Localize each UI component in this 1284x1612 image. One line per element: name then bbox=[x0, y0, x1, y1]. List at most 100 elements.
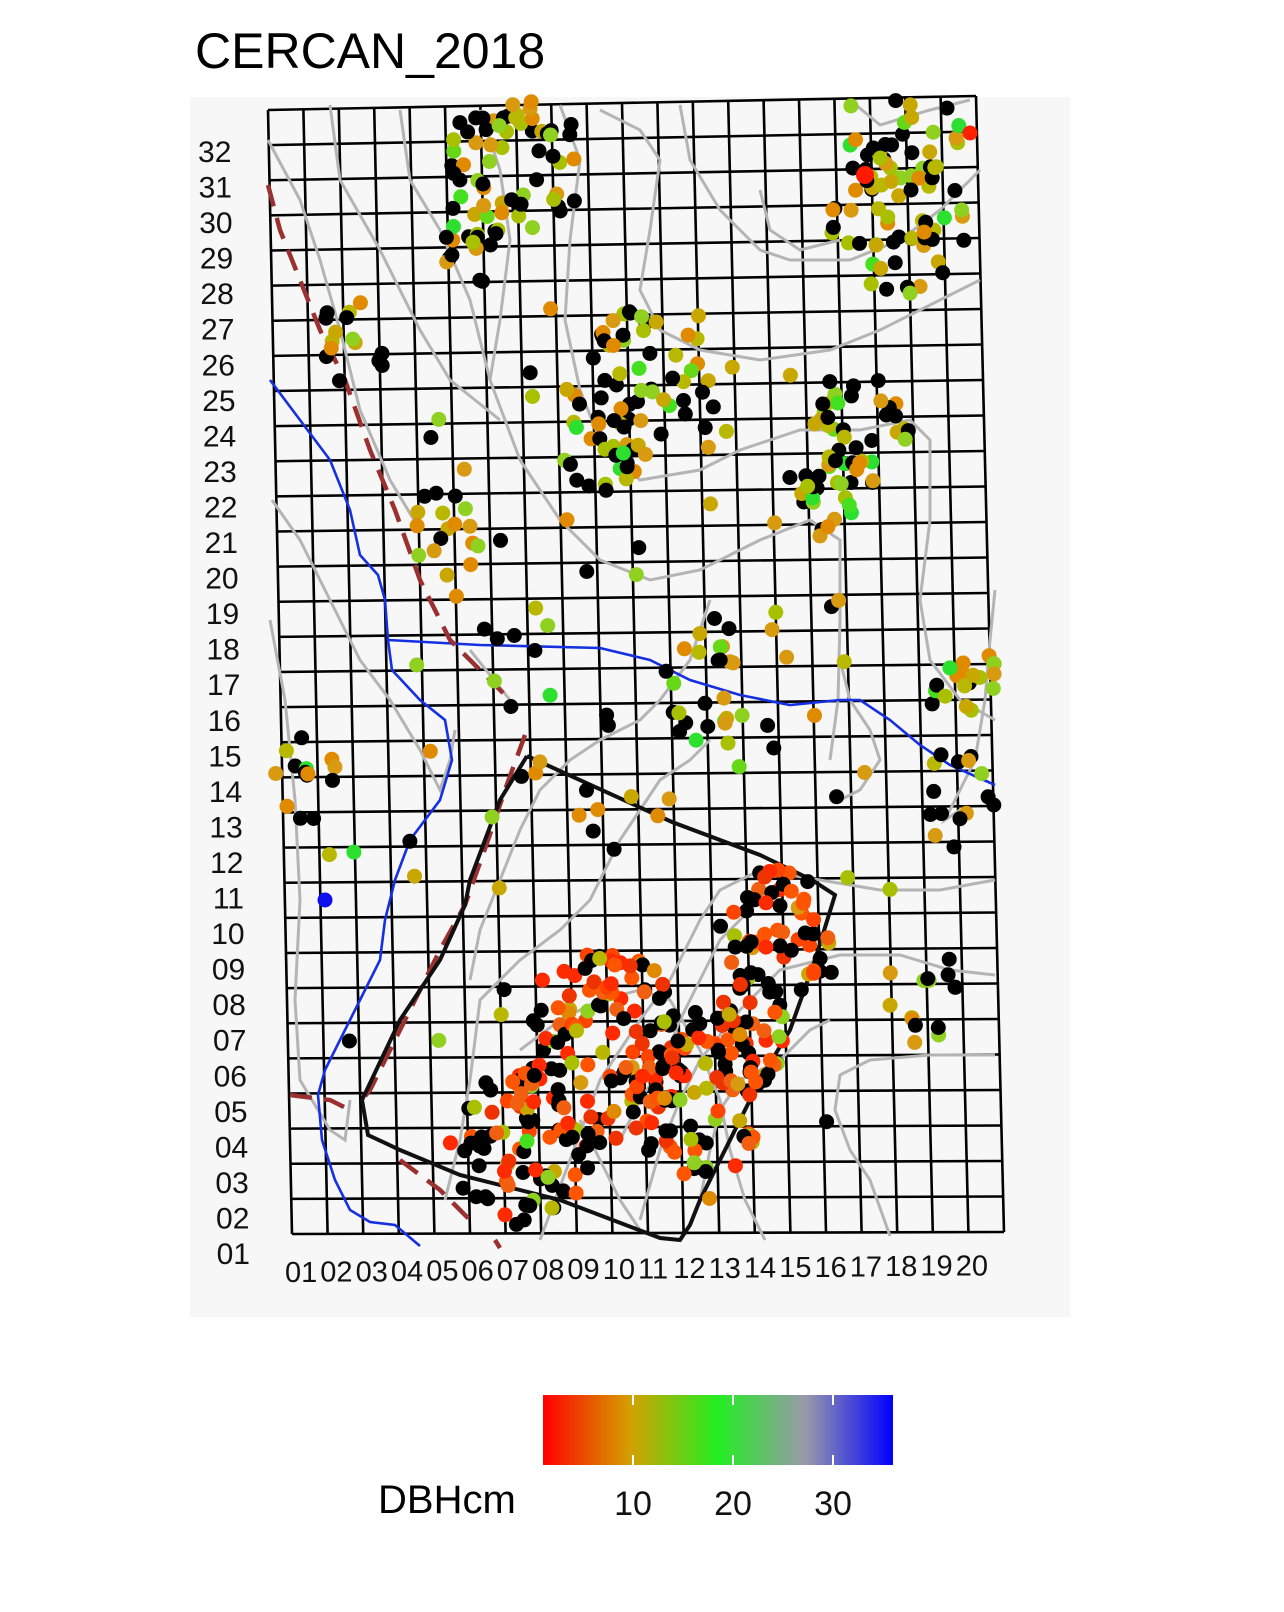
tree-point bbox=[442, 1135, 458, 1151]
tree-point bbox=[723, 1045, 739, 1061]
tree-point bbox=[327, 759, 343, 775]
grid-line bbox=[285, 911, 997, 920]
tree-point bbox=[727, 1158, 743, 1174]
tree-point bbox=[491, 118, 507, 134]
tree-point bbox=[423, 430, 439, 445]
tree-point bbox=[848, 182, 864, 198]
tree-point bbox=[514, 768, 529, 784]
tree-point bbox=[475, 176, 491, 192]
tree-point bbox=[623, 789, 639, 805]
tree-point bbox=[642, 345, 658, 361]
tree-point bbox=[435, 505, 451, 521]
tree-point bbox=[627, 1003, 642, 1019]
x-tick-label: 02 bbox=[320, 1257, 352, 1289]
grid-line bbox=[276, 485, 986, 498]
tree-point bbox=[417, 488, 433, 504]
tree-point bbox=[595, 1044, 611, 1060]
tree-point bbox=[742, 1087, 758, 1103]
tree-point bbox=[697, 420, 713, 436]
tree-point bbox=[756, 1023, 772, 1039]
y-tick-label: 07 bbox=[213, 1025, 246, 1058]
tree-point bbox=[488, 226, 504, 242]
tree-point bbox=[606, 1103, 622, 1119]
tree-point bbox=[985, 680, 1001, 696]
tree-point bbox=[505, 97, 521, 113]
x-tick-label: 18 bbox=[885, 1251, 917, 1283]
x-tick-label: 09 bbox=[567, 1254, 599, 1286]
contour-line bbox=[268, 619, 352, 1143]
contour-line bbox=[270, 499, 457, 794]
tree-point bbox=[657, 1090, 672, 1106]
tree-point bbox=[884, 137, 900, 153]
tree-point bbox=[935, 265, 951, 281]
tree-point bbox=[825, 219, 841, 235]
tree-point bbox=[642, 1023, 658, 1039]
tree-point bbox=[699, 1080, 714, 1096]
tree-point bbox=[556, 963, 572, 979]
tree-point bbox=[833, 476, 849, 492]
tree-point bbox=[520, 1114, 536, 1130]
tree-point bbox=[494, 205, 510, 221]
colorbar-tick-label: 30 bbox=[814, 1485, 852, 1523]
tree-point bbox=[655, 976, 671, 992]
grid-line bbox=[282, 804, 994, 814]
tree-point bbox=[710, 1010, 725, 1026]
tree-point bbox=[812, 951, 828, 966]
tree-point bbox=[677, 406, 693, 422]
tree-point bbox=[883, 174, 899, 189]
tree-point bbox=[486, 673, 502, 689]
y-tick-label: 09 bbox=[212, 954, 245, 987]
tree-point bbox=[720, 735, 736, 751]
grid-line bbox=[285, 946, 998, 955]
tree-point bbox=[952, 811, 968, 827]
tree-point bbox=[600, 717, 616, 733]
tree-point bbox=[734, 707, 750, 723]
tree-point bbox=[546, 191, 562, 207]
tree-point bbox=[658, 663, 674, 679]
tree-point bbox=[433, 531, 449, 546]
tree-point bbox=[532, 754, 548, 770]
tree-point bbox=[922, 807, 938, 822]
tree-point bbox=[637, 446, 653, 462]
tree-point bbox=[870, 373, 886, 389]
tree-point bbox=[294, 730, 310, 746]
tree-point bbox=[904, 145, 920, 161]
tree-point bbox=[747, 892, 762, 908]
tree-point bbox=[471, 1158, 487, 1174]
y-tick-label: 02 bbox=[216, 1202, 249, 1235]
tree-point bbox=[717, 715, 733, 731]
tree-point bbox=[732, 1027, 748, 1043]
tree-point bbox=[783, 883, 799, 899]
trail-line bbox=[265, 184, 512, 702]
tree-point bbox=[445, 200, 461, 216]
tree-point bbox=[580, 1126, 596, 1142]
tree-point bbox=[940, 967, 956, 983]
tree-point bbox=[585, 823, 601, 839]
tree-point bbox=[676, 641, 692, 657]
tree-point bbox=[920, 971, 936, 987]
tree-point bbox=[980, 789, 996, 805]
y-tick-label: 15 bbox=[208, 740, 241, 773]
tree-point bbox=[907, 1034, 923, 1050]
tree-point bbox=[698, 1164, 714, 1179]
tree-point bbox=[692, 1016, 708, 1032]
tree-point bbox=[731, 759, 747, 775]
tree-point bbox=[718, 423, 734, 439]
y-tick-label: 17 bbox=[207, 669, 240, 702]
tree-point bbox=[571, 1147, 587, 1163]
tree-point bbox=[927, 160, 943, 176]
tree-point bbox=[540, 618, 556, 634]
tree-point bbox=[341, 1033, 357, 1049]
tree-point bbox=[494, 140, 510, 156]
tree-point bbox=[605, 313, 621, 329]
tree-point bbox=[903, 182, 919, 198]
contour-line bbox=[599, 108, 981, 362]
tree-point bbox=[525, 220, 540, 236]
tree-point bbox=[830, 395, 846, 411]
tree-point bbox=[742, 995, 758, 1011]
tree-point bbox=[922, 144, 938, 160]
tree-point bbox=[448, 588, 464, 604]
tree-point bbox=[482, 154, 497, 169]
tree-point bbox=[612, 366, 628, 382]
